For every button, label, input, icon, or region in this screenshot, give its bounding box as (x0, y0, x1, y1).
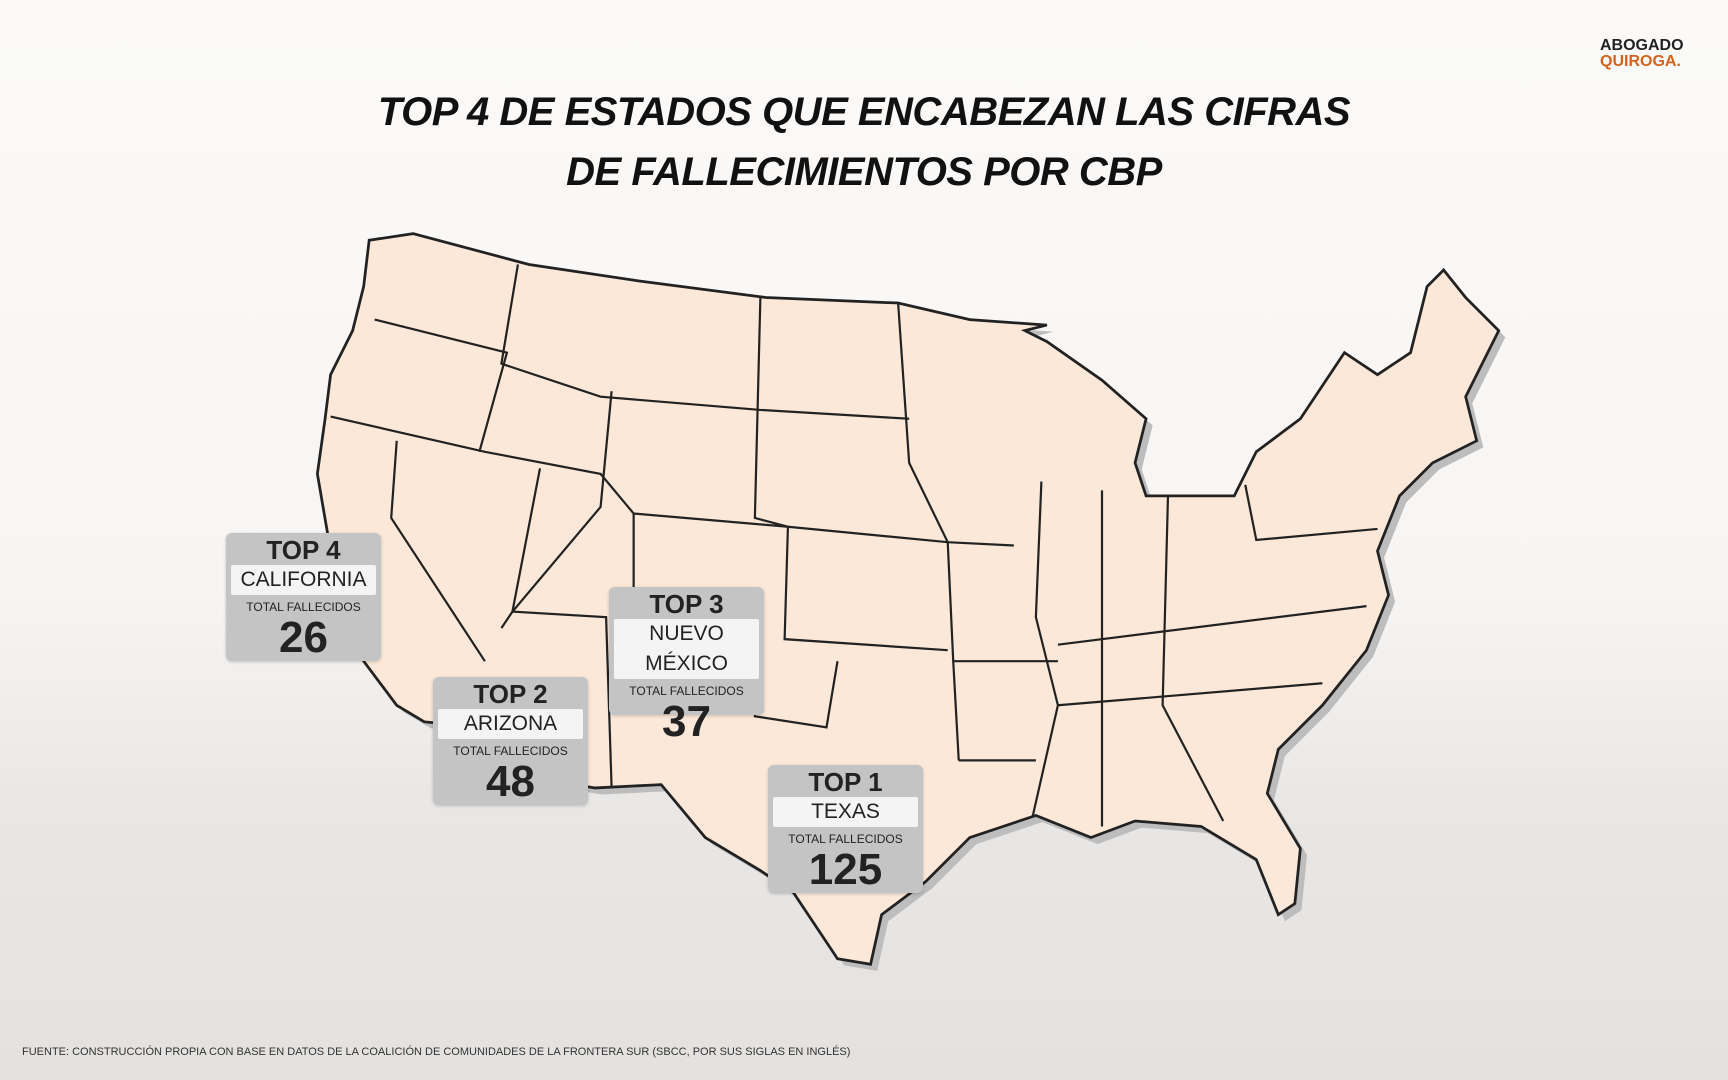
card-label: TOTAL FALLECIDOS (453, 744, 568, 758)
card-rank: TOP 3 (649, 589, 724, 619)
card-label: TOTAL FALLECIDOS (246, 600, 361, 614)
state-card: TOP 1 TEXAS TOTAL FALLECIDOS 125 (768, 765, 923, 893)
state-card: TOP 4 CALIFORNIA TOTAL FALLECIDOS 26 (226, 533, 381, 661)
state-card: TOP 3 NUEVO MÉXICO TOTAL FALLECIDOS 37 (609, 587, 764, 744)
card-rank: TOP 1 (808, 767, 883, 797)
title-line: TOP 4 DE ESTADOS QUE ENCABEZAN LAS CIFRA… (377, 90, 1351, 134)
logo-text: QUIROGA. (1600, 53, 1681, 70)
card-label: TOTAL FALLECIDOS (788, 832, 903, 846)
logo-text: ABOGADO (1600, 37, 1684, 54)
title: TOP 4 DE ESTADOS QUE ENCABEZAN LAS CIFRA… (0, 82, 1728, 202)
card-state: ARIZONA (438, 709, 583, 739)
card-value: 48 (486, 757, 535, 806)
title-line: DE FALLECIMIENTOS POR CBP (566, 150, 1162, 194)
source: FUENTE: CONSTRUCCIÓN PROPIA CON BASE EN … (22, 1046, 851, 1058)
card-rank: TOP 2 (473, 679, 548, 709)
card-state: CALIFORNIA (231, 565, 376, 595)
state-card: TOP 2 ARIZONA TOTAL FALLECIDOS 48 (433, 677, 588, 805)
card-rank: TOP 4 (266, 535, 341, 565)
card-value: 37 (662, 697, 711, 746)
card-state: TEXAS (773, 797, 918, 827)
card-value: 26 (279, 613, 328, 662)
card-state: NUEVO MÉXICO (614, 619, 759, 679)
logo: ABOGADO QUIROGA. (1600, 38, 1684, 70)
card-label: TOTAL FALLECIDOS (629, 684, 744, 698)
us-map (315, 232, 1506, 971)
card-value: 125 (808, 845, 883, 894)
